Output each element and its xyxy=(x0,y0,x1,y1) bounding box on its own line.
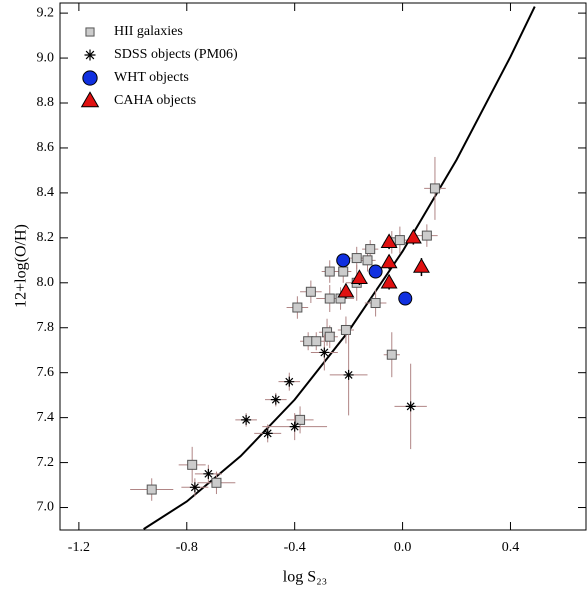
square-marker xyxy=(421,230,432,241)
square-marker xyxy=(324,293,335,304)
legend-label: WHT objects xyxy=(114,70,189,85)
triangle-marker xyxy=(412,258,430,273)
square-marker xyxy=(429,183,440,194)
star-marker xyxy=(343,369,354,380)
star-marker xyxy=(319,347,330,358)
y-tick-label: 9.2 xyxy=(37,5,55,20)
square-marker xyxy=(362,255,373,266)
star-marker xyxy=(284,376,295,387)
square-marker xyxy=(351,253,362,264)
square-marker xyxy=(386,349,397,360)
triangle-marker xyxy=(380,233,398,249)
star-marker xyxy=(270,394,281,405)
x-tick-label: 0.4 xyxy=(502,540,520,555)
square-marker xyxy=(324,331,335,342)
plot-area xyxy=(130,6,536,530)
plot-frame xyxy=(59,2,587,531)
y-tick-label: 8.8 xyxy=(37,95,55,110)
legend-marker xyxy=(84,49,96,61)
star-marker xyxy=(289,421,300,432)
square-marker xyxy=(365,244,376,255)
star-marker xyxy=(203,468,214,479)
x-tick-label: -0.8 xyxy=(176,540,198,555)
x-tick-label: -0.4 xyxy=(284,540,306,555)
y-tick-label: 7.8 xyxy=(37,320,55,335)
triangle-marker xyxy=(380,253,398,269)
square-marker xyxy=(292,302,303,313)
circle-marker xyxy=(336,253,351,268)
legend-marker xyxy=(80,91,100,108)
legend-marker xyxy=(82,70,98,86)
circle-marker xyxy=(368,264,383,279)
x-tick-label: -1.2 xyxy=(68,540,90,555)
triangle-marker xyxy=(350,269,368,284)
square-marker xyxy=(394,235,405,246)
y-tick-label: 7.2 xyxy=(37,455,55,470)
square-marker xyxy=(295,414,306,425)
circle-marker xyxy=(398,291,413,306)
x-axis-label: log S₂₃ xyxy=(283,569,328,586)
y-tick-label: 8.6 xyxy=(37,140,55,155)
square-marker xyxy=(324,266,335,277)
y-tick-label: 8.0 xyxy=(37,275,55,290)
star-marker xyxy=(405,401,416,412)
y-tick-label: 8.2 xyxy=(37,230,55,245)
star-marker xyxy=(189,482,200,493)
legend-label: HII galaxies xyxy=(114,24,183,39)
square-marker xyxy=(338,266,349,277)
y-tick-label: 8.4 xyxy=(37,185,55,200)
star-marker xyxy=(241,414,252,425)
y-tick-label: 7.0 xyxy=(37,500,55,515)
triangle-marker xyxy=(404,228,422,244)
square-marker xyxy=(370,298,381,309)
legend-marker xyxy=(85,27,95,37)
square-marker xyxy=(305,286,316,297)
square-marker xyxy=(146,484,157,495)
y-tick-label: 7.6 xyxy=(37,365,55,380)
legend-label: CAHA objects xyxy=(114,93,196,108)
square-marker xyxy=(340,324,351,335)
triangle-marker xyxy=(380,273,398,289)
y-axis-label: 12+log(O/H) xyxy=(13,224,30,308)
square-marker xyxy=(211,477,222,488)
y-tick-label: 9.0 xyxy=(37,50,55,65)
x-tick-label: 0.0 xyxy=(394,540,412,555)
square-marker xyxy=(187,459,198,470)
star-marker xyxy=(262,428,273,439)
y-tick-label: 7.4 xyxy=(37,410,55,425)
triangle-marker xyxy=(337,282,355,298)
legend-label: SDSS objects (PM06) xyxy=(114,47,238,62)
square-marker xyxy=(311,336,322,347)
